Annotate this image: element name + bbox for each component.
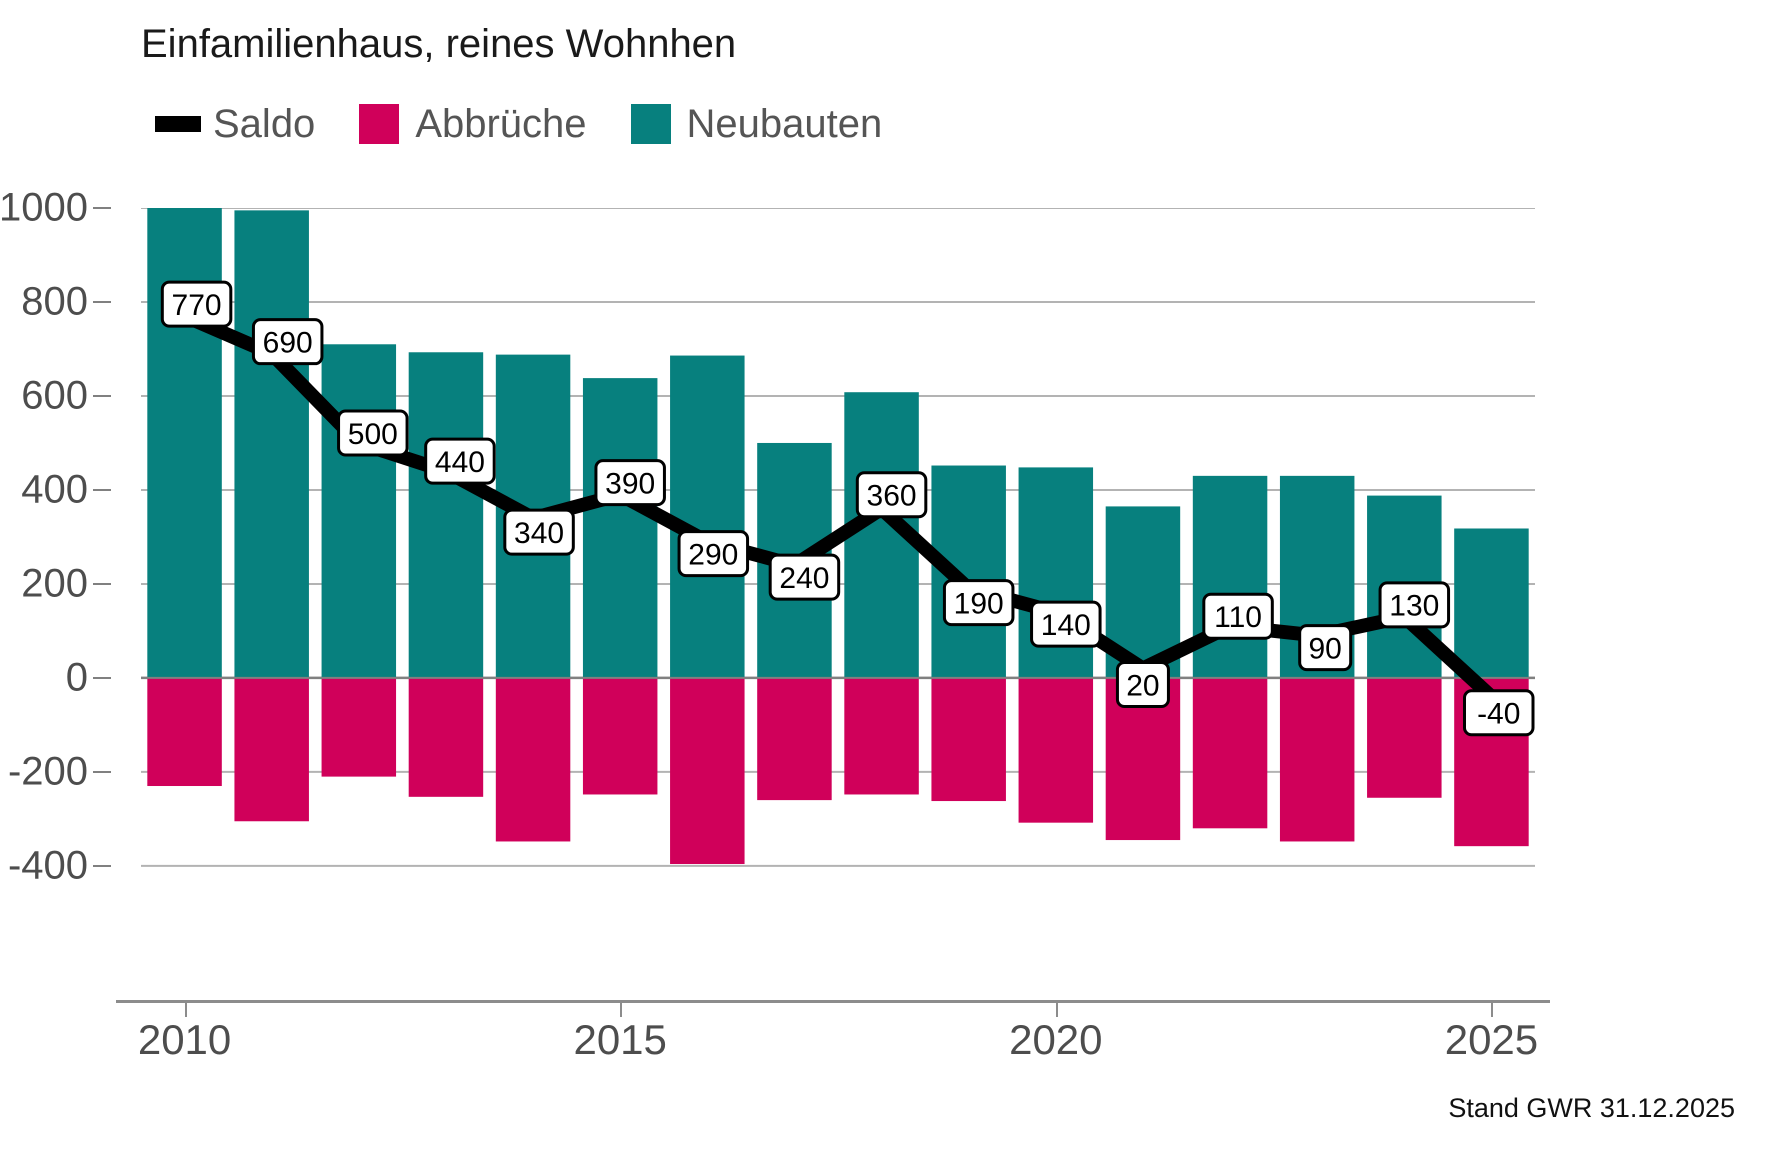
- svg-text:90: 90: [1309, 632, 1342, 665]
- legend-item-neubauten[interactable]: Neubauten: [630, 102, 883, 146]
- svg-text:110: 110: [1214, 601, 1262, 634]
- bar-neubauten[interactable]: [670, 355, 745, 678]
- y-tick-mark: [93, 488, 111, 491]
- bar-abbrueche[interactable]: [670, 677, 745, 865]
- svg-text:140: 140: [1041, 609, 1091, 642]
- bar-neubauten[interactable]: [582, 378, 658, 678]
- bar-abbrueche[interactable]: [147, 677, 222, 787]
- saldo-value-label: 190: [942, 579, 1015, 627]
- y-tick-label: 1000: [0, 185, 88, 230]
- x-tick-mark: [1055, 1003, 1058, 1017]
- svg-text:340: 340: [514, 517, 564, 550]
- svg-text:360: 360: [867, 480, 917, 513]
- bar-neubauten[interactable]: [1454, 528, 1529, 678]
- saldo-value-label: 440: [424, 437, 496, 485]
- saldo-value-label: 290: [677, 530, 750, 578]
- bar-neubauten[interactable]: [408, 352, 484, 678]
- bar-abbrueche[interactable]: [234, 677, 309, 822]
- legend-label-neubauten: Neubauten: [686, 102, 883, 146]
- y-tick-mark: [93, 207, 111, 209]
- svg-text:690: 690: [263, 326, 313, 359]
- y-tick-label: -400: [7, 843, 88, 888]
- y-tick-label: 800: [21, 279, 88, 324]
- y-tick-mark: [93, 676, 111, 679]
- y-axis: 1000 800 600 400 200 0 -200 -400: [0, 186, 141, 887]
- svg-text:440: 440: [435, 446, 485, 479]
- saldo-value-label: -40: [1463, 689, 1535, 737]
- legend-label-abbrueche: Abbrüche: [415, 102, 587, 146]
- bar-abbrueche[interactable]: [408, 677, 484, 797]
- x-tick-mark: [620, 1003, 623, 1017]
- y-tick-label: 600: [21, 373, 88, 418]
- legend-swatch-abbrueche-icon: [359, 104, 400, 144]
- bar-abbrueche[interactable]: [1367, 677, 1442, 798]
- saldo-value-label: 20: [1115, 661, 1170, 709]
- y-tick-label: 0: [65, 655, 88, 700]
- svg-text:770: 770: [172, 289, 222, 322]
- x-tick-label: 2025: [1444, 1016, 1539, 1063]
- bar-neubauten[interactable]: [234, 210, 309, 678]
- y-tick-mark: [93, 300, 111, 303]
- bar-neubauten[interactable]: [1192, 475, 1268, 678]
- x-tick-label: 2015: [573, 1016, 667, 1063]
- svg-text:20: 20: [1126, 669, 1159, 702]
- svg-text:290: 290: [688, 538, 738, 571]
- legend-label-saldo: Saldo: [213, 102, 316, 146]
- plot-area: 770 690 500 440 340 390 290 240 360 190 140 20 110 90…: [141, 208, 1535, 880]
- svg-text:-40: -40: [1477, 698, 1520, 731]
- saldo-value-label: 110: [1202, 592, 1274, 640]
- bar-abbrueche[interactable]: [495, 677, 571, 842]
- bar-abbrueche[interactable]: [931, 677, 1006, 802]
- bar-abbrueche[interactable]: [582, 677, 658, 795]
- y-tick-mark: [93, 864, 111, 867]
- y-tick-label: -200: [7, 749, 88, 794]
- chart-canvas: 770 690 500 440 340 390 290 240 360 190 140 20 110 90…: [141, 208, 1535, 867]
- bar-abbrueche[interactable]: [1279, 677, 1355, 842]
- saldo-value-label: 500: [337, 409, 409, 457]
- legend-item-abbrueche[interactable]: Abbrüche: [359, 102, 587, 146]
- y-tick-label: 400: [21, 467, 88, 512]
- saldo-value-label: 240: [768, 553, 841, 601]
- bar-abbrueche[interactable]: [1192, 677, 1268, 829]
- x-tick-label: 2010: [137, 1016, 232, 1063]
- bar-abbrueche[interactable]: [757, 677, 832, 801]
- source-note: Stand GWR 31.12.2025: [1448, 1093, 1735, 1123]
- saldo-value-label: 390: [594, 459, 666, 507]
- x-tick-mark: [1491, 1003, 1494, 1017]
- saldo-value-label: 360: [855, 471, 928, 519]
- saldo-value-label: 690: [251, 318, 324, 366]
- bar-neubauten[interactable]: [147, 208, 222, 678]
- svg-text:190: 190: [954, 587, 1004, 620]
- saldo-value-label: 90: [1298, 624, 1353, 672]
- legend-item-saldo[interactable]: Saldo: [155, 104, 315, 144]
- saldo-value-label: 770: [160, 280, 233, 328]
- svg-text:390: 390: [605, 467, 655, 500]
- x-tick-mark: [184, 1003, 187, 1017]
- svg-text:240: 240: [779, 562, 829, 595]
- bar-neubauten[interactable]: [321, 344, 397, 678]
- y-tick-label: 200: [21, 561, 88, 606]
- bar-abbrueche[interactable]: [1018, 677, 1094, 823]
- legend-swatch-saldo-icon: [155, 116, 201, 132]
- svg-text:500: 500: [348, 418, 398, 451]
- svg-text:130: 130: [1389, 590, 1439, 623]
- saldo-value-label: 130: [1378, 581, 1451, 629]
- bar-abbrueche[interactable]: [321, 677, 397, 777]
- saldo-value-label: 140: [1030, 600, 1102, 648]
- y-tick-mark: [93, 770, 111, 773]
- legend-swatch-neubauten-icon: [630, 104, 671, 144]
- chart-legend: Saldo Abbrüche Neubauten: [155, 104, 926, 144]
- bar-abbrueche[interactable]: [844, 677, 919, 795]
- y-tick-mark: [93, 394, 111, 397]
- page-title: Einfamilienhaus, reines Wohnhen: [141, 22, 737, 66]
- y-tick-mark: [93, 582, 111, 585]
- x-axis-line: [116, 1000, 1550, 1003]
- x-tick-label: 2020: [1009, 1016, 1103, 1063]
- saldo-value-label: 340: [503, 508, 575, 556]
